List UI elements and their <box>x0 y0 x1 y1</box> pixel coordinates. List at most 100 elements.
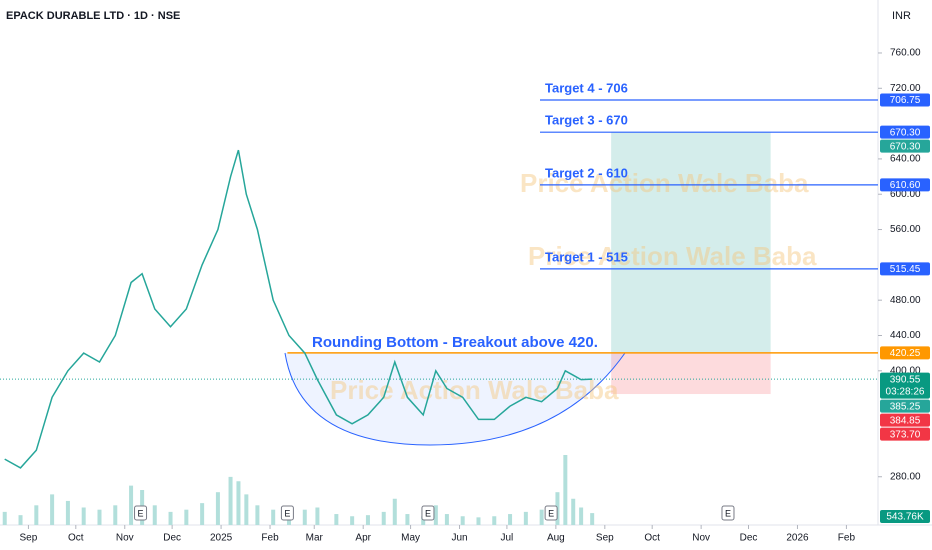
volume-label-box <box>880 510 930 523</box>
volume-bar <box>381 511 386 525</box>
volume-bar <box>508 514 513 525</box>
volume-bar <box>271 509 276 525</box>
event-marker <box>134 505 148 521</box>
volume-bar <box>365 515 370 525</box>
price-label: 670.30 <box>890 127 921 138</box>
price-label: 390.55 <box>890 374 921 385</box>
x-tick-label: Dec <box>740 533 758 544</box>
event-marker <box>421 505 435 521</box>
annotation: Rounding Bottom - Breakout above 420. <box>312 334 598 351</box>
y-tick-label: 280.00 <box>890 471 921 482</box>
volume-bar <box>129 485 134 525</box>
volume-bar <box>244 494 249 525</box>
volume-bar <box>476 517 481 525</box>
price-label-box <box>880 178 930 192</box>
price-label: 385.25 <box>890 401 921 412</box>
event-label: E <box>284 508 290 518</box>
volume-bar <box>184 509 189 525</box>
volume-bar <box>460 516 465 525</box>
x-tick-label: Nov <box>116 533 134 544</box>
volume-bar <box>34 505 39 525</box>
y-tick-label: 640.00 <box>890 154 921 165</box>
volume-bar <box>97 509 102 525</box>
y-tick-label: 720.00 <box>890 83 921 94</box>
x-tick-label: Feb <box>838 533 856 544</box>
volume-bar <box>334 514 339 525</box>
event-label: E <box>425 508 431 518</box>
volume-label: 543.76K <box>886 512 924 523</box>
x-tick-label: Aug <box>547 533 565 544</box>
x-tick-label: Jun <box>451 533 467 544</box>
watermark: Price Action Wale Baba <box>330 375 619 405</box>
volume-bar <box>492 516 497 525</box>
rounding-bottom-arc <box>284 352 626 446</box>
volume-bar <box>255 505 260 525</box>
price-label: 384.85 <box>890 415 921 426</box>
y-tick-label: 560.00 <box>890 224 921 235</box>
volume-bar <box>152 505 157 525</box>
volume-bar <box>563 455 568 525</box>
volume-bar <box>2 511 7 525</box>
volume-bar <box>444 514 449 525</box>
watermark: Price Action Wale Baba <box>520 168 809 198</box>
volume-bar <box>579 507 584 525</box>
x-tick-label: Sep <box>596 533 614 544</box>
price-label: 670.30 <box>890 141 921 152</box>
volume-bar <box>571 498 576 525</box>
price-label: 610.60 <box>890 180 921 191</box>
price-label-box <box>880 93 930 107</box>
target-label: Target 3 - 670 <box>545 113 628 128</box>
volume-bar <box>315 507 320 525</box>
volume-bar <box>236 481 241 525</box>
volume-bar <box>215 492 220 525</box>
y-tick-label: 600.00 <box>890 189 921 200</box>
event-label: E <box>725 508 731 518</box>
y-tick-label: 480.00 <box>890 295 921 306</box>
price-label: 515.45 <box>890 264 921 275</box>
event-marker <box>280 505 294 521</box>
x-tick-label: 2025 <box>210 533 233 544</box>
price-label-box <box>880 372 930 399</box>
chart-title: EPACK DURABLE LTD · 1D · NSE <box>6 10 180 22</box>
volume-bar <box>405 514 410 525</box>
volume-bar <box>350 516 355 525</box>
price-label-box <box>880 399 930 413</box>
volume-bar <box>302 509 307 525</box>
loss-zone <box>611 352 771 395</box>
profit-zone <box>611 132 771 353</box>
event-label: E <box>548 508 554 518</box>
volume-bar <box>81 507 86 525</box>
x-tick-label: Feb <box>261 533 279 544</box>
volume-bar <box>590 513 595 525</box>
volume-bar <box>539 509 544 525</box>
x-tick-label: Dec <box>163 533 181 544</box>
price-label-box <box>880 346 930 360</box>
volume-bar <box>392 498 397 525</box>
event-marker <box>544 505 558 521</box>
volume-bar <box>168 511 173 525</box>
price-line <box>4 149 593 469</box>
x-tick-label: Oct <box>68 533 84 544</box>
x-tick-label: Jul <box>501 533 514 544</box>
price-label-box <box>880 413 930 427</box>
price-label: 373.70 <box>890 429 921 440</box>
y-tick-label: 440.00 <box>890 330 921 341</box>
x-tick-label: Oct <box>644 533 660 544</box>
currency: INR <box>892 10 911 22</box>
volume-bar <box>421 516 426 525</box>
price-label: 420.25 <box>890 348 921 359</box>
volume-bar <box>18 515 23 525</box>
x-tick-label: Sep <box>20 533 38 544</box>
price-label-box <box>880 427 930 441</box>
y-tick-label: 400.00 <box>890 365 921 376</box>
price-label-box <box>880 262 930 276</box>
countdown: 03:28:26 <box>886 386 925 397</box>
event-marker <box>721 505 735 521</box>
x-tick-label: May <box>401 533 420 544</box>
y-tick-label: 760.00 <box>890 48 921 59</box>
volume-bar <box>433 505 438 525</box>
x-tick-label: Nov <box>692 533 710 544</box>
target-label: Target 1 - 515 <box>545 249 628 264</box>
x-tick-label: Mar <box>306 533 324 544</box>
